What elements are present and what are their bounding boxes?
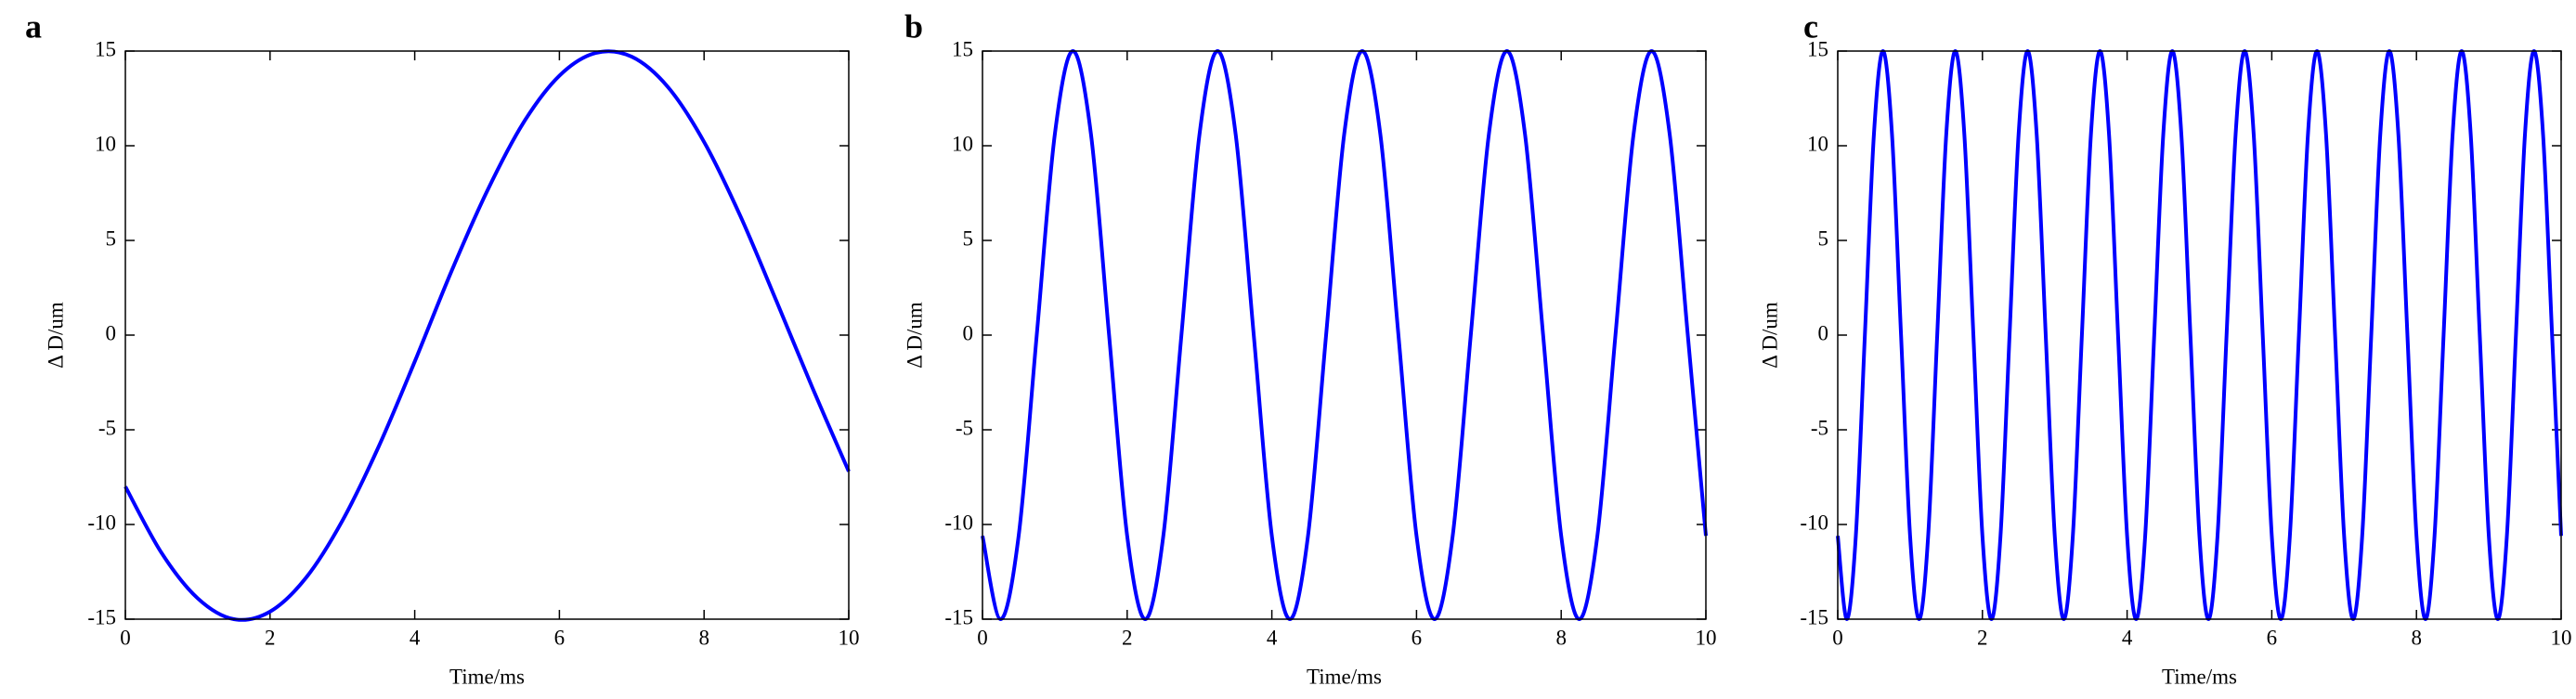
x-tick-label: 4 bbox=[1267, 626, 1278, 649]
x-tick-label: 8 bbox=[698, 626, 709, 649]
x-tick-label: 0 bbox=[977, 626, 988, 649]
x-tick-label: 4 bbox=[410, 626, 421, 649]
x-tick-label: 6 bbox=[1412, 626, 1423, 649]
y-tick-label: 10 bbox=[952, 132, 973, 155]
y-tick-label: 0 bbox=[106, 321, 117, 344]
x-tick-label: 2 bbox=[265, 626, 276, 649]
panel-label: c bbox=[1803, 7, 1818, 45]
plot-frame bbox=[124, 50, 850, 620]
x-tick-label: 8 bbox=[1555, 626, 1567, 649]
x-tick-label: 10 bbox=[2551, 626, 2572, 649]
y-tick-label: -5 bbox=[1811, 416, 1828, 439]
y-tick-label: 0 bbox=[963, 321, 974, 344]
data-line bbox=[1836, 49, 2563, 621]
y-tick-label: 0 bbox=[1818, 321, 1829, 344]
x-tick-label: 10 bbox=[839, 626, 860, 649]
x-tick-label: 4 bbox=[2122, 626, 2133, 649]
y-axis-label: Δ D/um bbox=[903, 302, 926, 369]
x-tick-label: 10 bbox=[1696, 626, 1717, 649]
x-tick-label: 0 bbox=[1832, 626, 1843, 649]
data-line bbox=[124, 49, 851, 622]
x-tick-label: 0 bbox=[120, 626, 131, 649]
y-tick-label: -5 bbox=[956, 416, 973, 439]
x-axis-label: Time/ms bbox=[2162, 665, 2237, 688]
y-axis-label: Δ D/um bbox=[1758, 302, 1781, 369]
x-tick-label: 6 bbox=[2267, 626, 2278, 649]
y-tick-label: -10 bbox=[944, 511, 973, 534]
x-tick-label: 2 bbox=[1977, 626, 1988, 649]
x-tick-label: 2 bbox=[1122, 626, 1133, 649]
x-tick-label: 8 bbox=[2411, 626, 2422, 649]
y-axis-label: Δ D/um bbox=[44, 302, 67, 369]
panel-label: b bbox=[904, 7, 923, 45]
y-tick-label: -15 bbox=[1800, 605, 1828, 628]
y-tick-label: -10 bbox=[1800, 511, 1828, 534]
y-tick-label: 5 bbox=[1818, 227, 1829, 250]
y-tick-label: -15 bbox=[944, 605, 973, 628]
x-axis-label: Time/ms bbox=[449, 665, 525, 688]
y-tick-label: 10 bbox=[1807, 132, 1828, 155]
x-tick-label: 6 bbox=[554, 626, 566, 649]
y-tick-label: -5 bbox=[98, 416, 116, 439]
y-tick-label: 15 bbox=[952, 37, 973, 60]
y-tick-label: 15 bbox=[1807, 37, 1828, 60]
data-line bbox=[981, 49, 1708, 621]
panel-label: a bbox=[25, 7, 42, 45]
y-tick-label: 5 bbox=[106, 227, 117, 250]
plot-frame bbox=[1837, 50, 2562, 620]
y-tick-label: 15 bbox=[95, 37, 116, 60]
plot-frame bbox=[982, 50, 1707, 620]
y-tick-label: 10 bbox=[95, 132, 116, 155]
y-tick-label: -15 bbox=[87, 605, 116, 628]
x-axis-label: Time/ms bbox=[1307, 665, 1382, 688]
y-tick-label: -10 bbox=[87, 511, 116, 534]
y-tick-label: 5 bbox=[963, 227, 974, 250]
